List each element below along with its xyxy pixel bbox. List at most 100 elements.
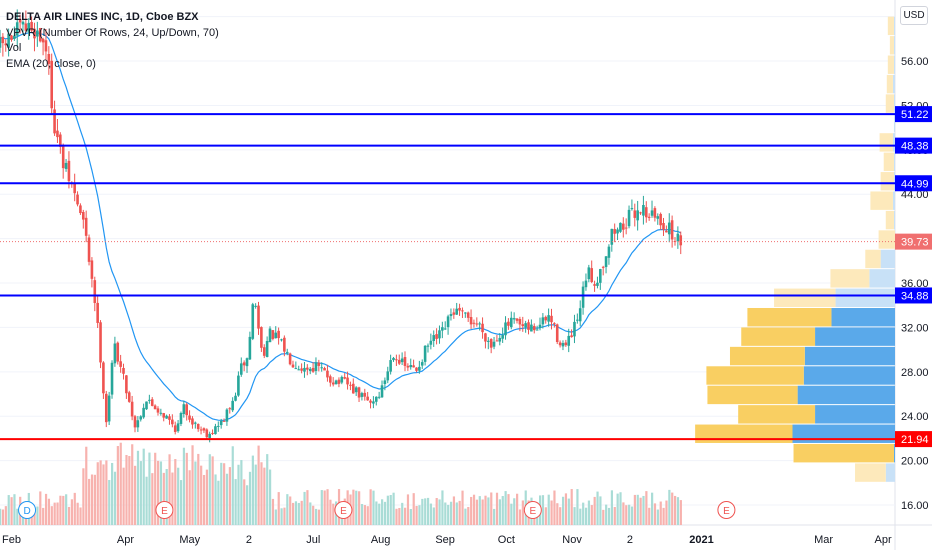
candle-body: [148, 399, 151, 401]
candle-body: [564, 342, 568, 346]
candle-body: [142, 407, 145, 418]
x-tick-label: Mar: [814, 534, 833, 546]
event-marker[interactable]: D: [18, 501, 37, 519]
x-tick-label: Oct: [498, 534, 515, 546]
candle-body: [110, 362, 114, 395]
volume-bar: [547, 494, 550, 525]
volume-profile-up: [893, 210, 895, 230]
candle-body: [133, 416, 137, 428]
volume-bar: [119, 442, 122, 525]
x-tick-label: Apr: [117, 534, 134, 546]
volume-bar: [228, 467, 231, 525]
volume-profile-down: [883, 152, 894, 172]
candle-body: [297, 369, 301, 371]
volume-bar: [671, 492, 674, 525]
candle-body: [280, 339, 283, 341]
candle-body: [306, 367, 309, 370]
candle-body: [357, 387, 361, 398]
volume-bar: [188, 470, 191, 525]
volume-bar: [300, 500, 303, 525]
volume-bar: [490, 492, 493, 525]
candle-body: [570, 335, 573, 338]
volume-bar: [452, 496, 456, 525]
candle-body: [67, 160, 71, 182]
volume-indicator-label[interactable]: Vol: [6, 42, 22, 54]
volume-bar: [521, 500, 524, 525]
volume-bar: [139, 461, 142, 525]
candle-body: [507, 321, 510, 326]
level-price-label: 44.99: [901, 178, 929, 190]
volume-bar: [39, 491, 42, 525]
volume-bar: [438, 499, 441, 525]
candle-body: [558, 342, 562, 346]
volume-bar: [42, 507, 45, 525]
volume-bar: [111, 462, 114, 525]
candle-body: [498, 337, 502, 342]
candle-body: [268, 328, 272, 343]
volume-bar: [495, 492, 499, 525]
candle-body: [420, 362, 424, 366]
vpvr-indicator-label[interactable]: VPVR (Number Of Rows, 24, Up/Down, 70): [6, 26, 219, 39]
candle-body: [561, 343, 565, 347]
candle-body: [532, 326, 536, 331]
candle-body: [400, 358, 404, 363]
candle-body: [21, 21, 25, 25]
volume-bar: [93, 474, 96, 525]
candle-body: [10, 35, 13, 40]
candle-body: [199, 429, 203, 431]
event-marker-circle: [523, 501, 542, 519]
volume-bar: [392, 492, 395, 525]
volume-bar: [510, 503, 513, 525]
candle-body: [173, 425, 177, 433]
volume-bar: [136, 450, 140, 525]
candle-body: [90, 260, 94, 279]
volume-bar: [567, 498, 570, 525]
volume-bar: [673, 495, 677, 525]
ema-line: [0, 31, 681, 422]
y-tick-label: 16.00: [901, 500, 929, 512]
candle-body: [360, 393, 364, 397]
candle-body: [30, 21, 33, 31]
candle-body: [122, 367, 125, 374]
volume-bar: [177, 467, 180, 525]
candle-body: [504, 322, 507, 336]
x-tick-label: 2: [246, 534, 252, 546]
candle-body: [412, 365, 415, 368]
volume-bar: [240, 460, 243, 525]
volume-bar: [421, 498, 424, 525]
ema-indicator-label[interactable]: EMA (20, close, 0): [6, 57, 96, 70]
candle-body: [484, 333, 487, 342]
event-marker[interactable]: E: [523, 501, 542, 519]
candle-body: [349, 384, 352, 386]
volume-bar: [125, 454, 128, 525]
volume-bar: [426, 497, 430, 525]
volume-bar: [248, 471, 252, 525]
candle-body: [73, 183, 76, 194]
candle-body: [354, 387, 358, 393]
volume-bar: [493, 508, 496, 525]
candle-body: [458, 307, 461, 311]
volume-bar: [53, 502, 56, 525]
candle-body: [527, 322, 530, 330]
candle-body: [179, 413, 183, 424]
volume-bar: [323, 490, 326, 525]
event-marker[interactable]: E: [717, 501, 736, 519]
candle-body: [245, 358, 249, 367]
volume-profile-up: [815, 327, 895, 346]
candle-body: [673, 241, 677, 243]
level-price-label: 51.22: [901, 109, 929, 121]
candle-body: [386, 371, 390, 381]
candle-body: [308, 368, 312, 372]
volume-bar: [630, 506, 634, 525]
volume-bar: [564, 493, 568, 525]
volume-bar: [363, 505, 366, 525]
currency-button[interactable]: USD: [900, 6, 928, 25]
volume-bar: [174, 459, 177, 525]
event-marker[interactable]: E: [155, 501, 174, 519]
candle-body: [662, 223, 665, 230]
volume-bar: [579, 508, 582, 525]
event-marker[interactable]: E: [334, 501, 353, 519]
volume-bar: [622, 502, 625, 525]
volume-profile-down: [880, 172, 894, 191]
